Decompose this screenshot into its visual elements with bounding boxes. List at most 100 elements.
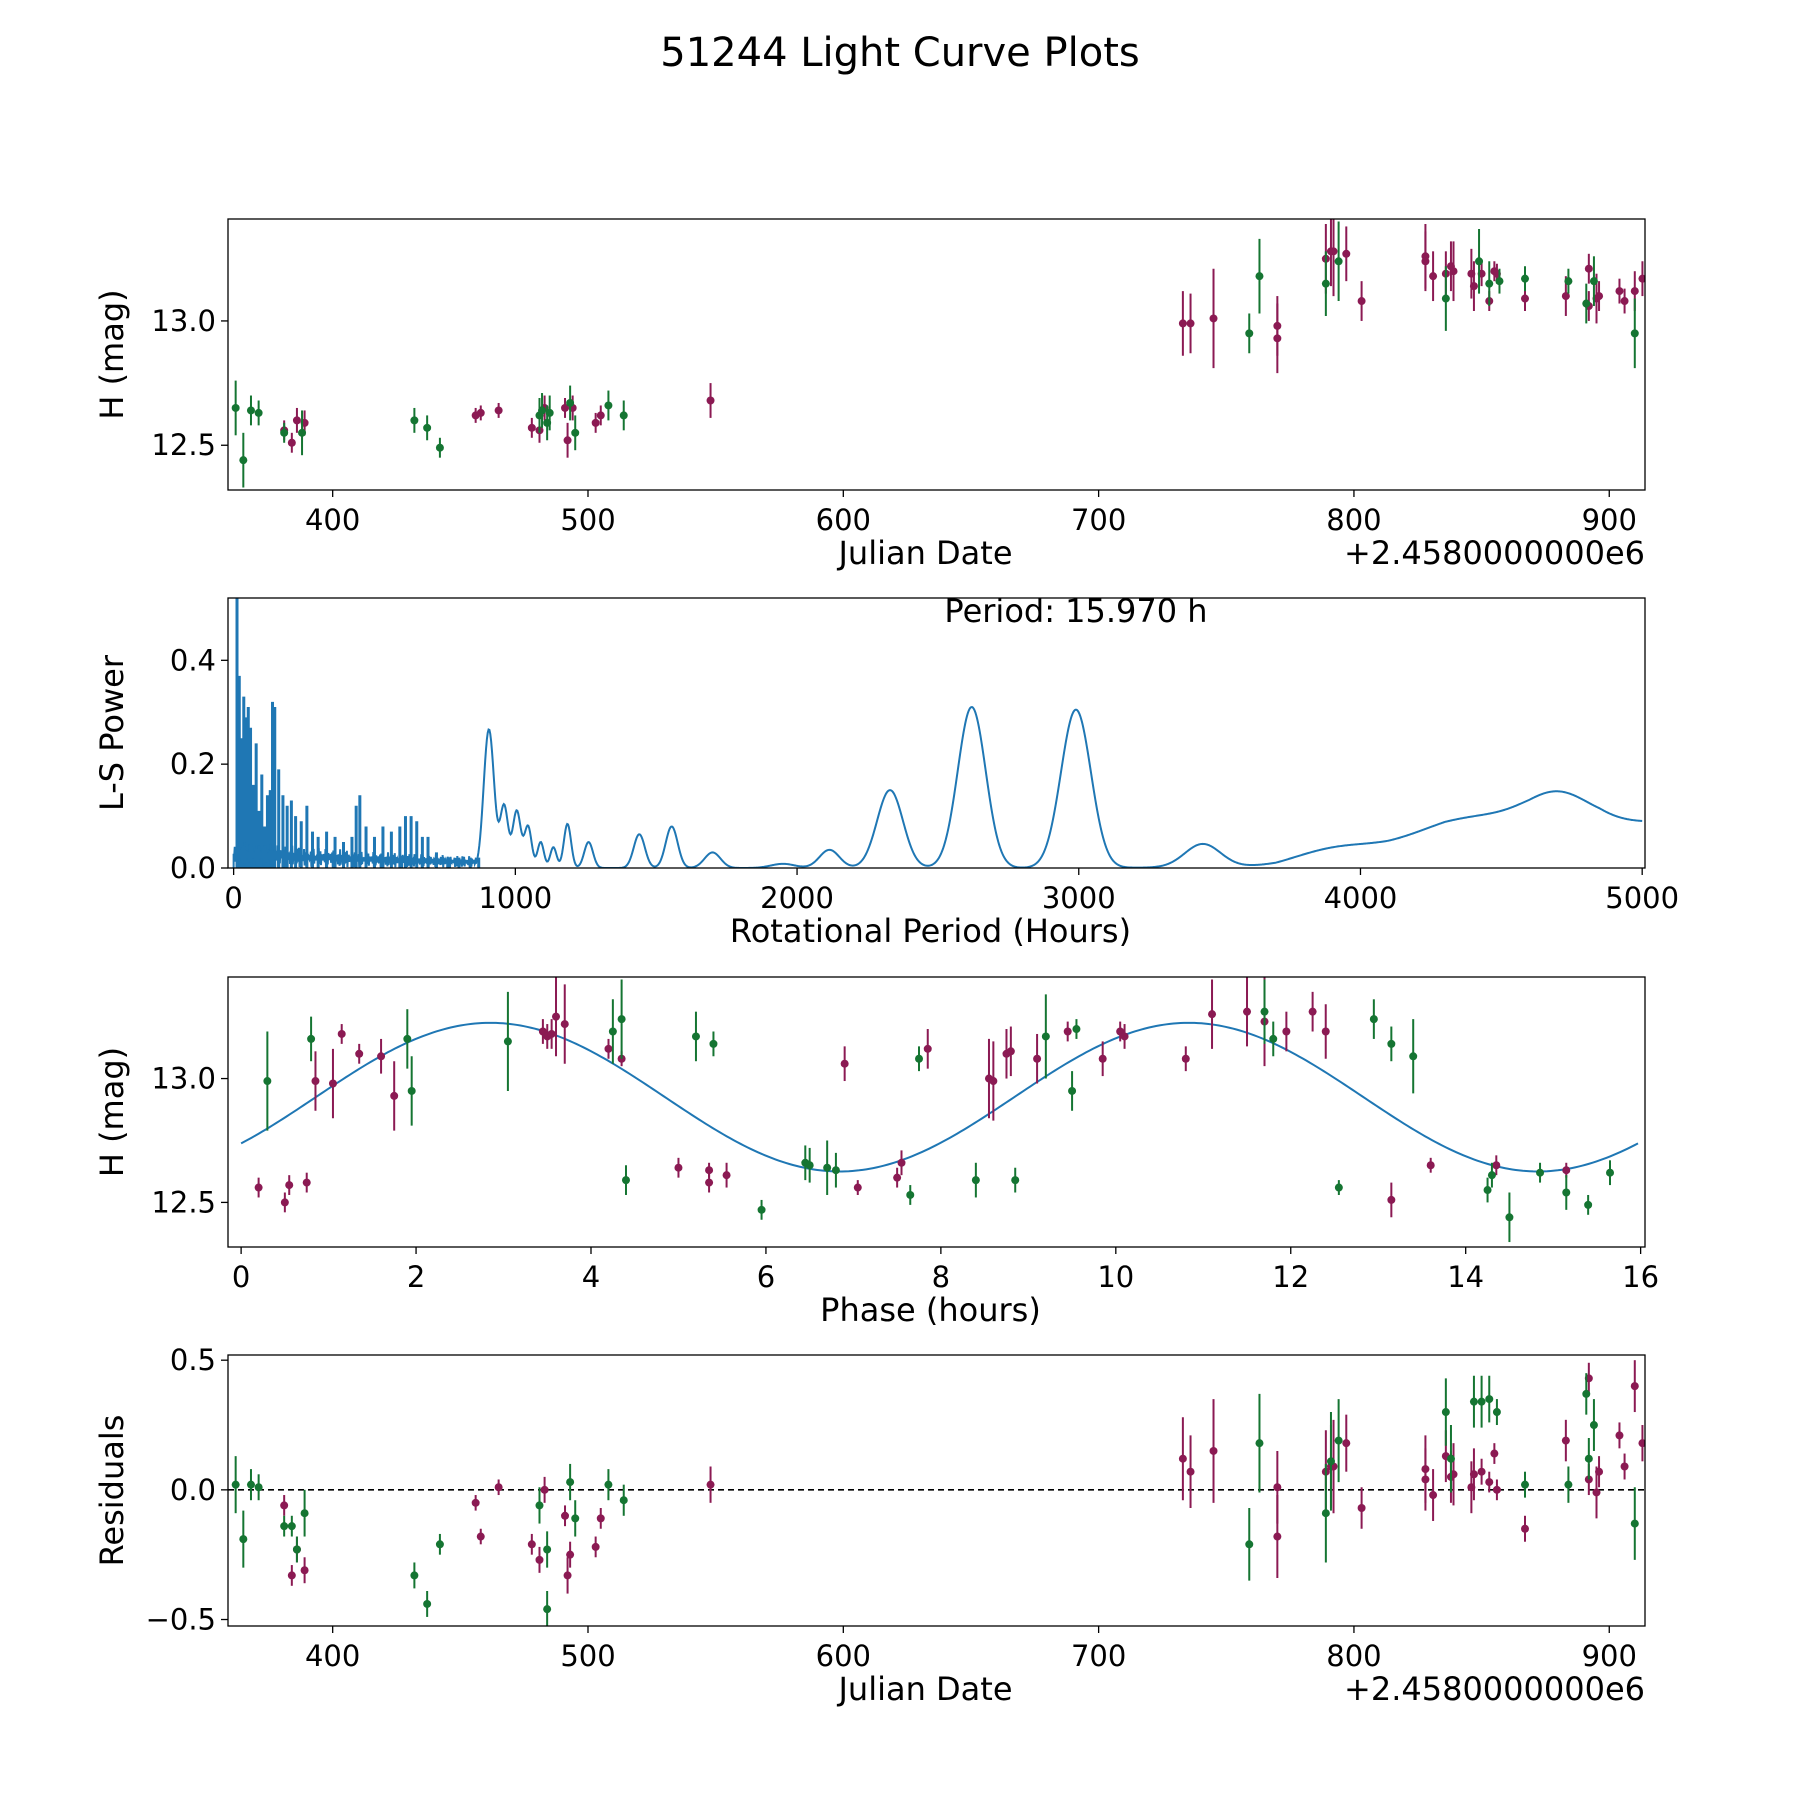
- data-point: [1329, 247, 1338, 256]
- data-point: [1186, 1467, 1195, 1476]
- data-point: [423, 423, 432, 432]
- y-tick-label: 0.2: [170, 747, 216, 781]
- y-tick-label: 0.5: [170, 1343, 216, 1377]
- data-point: [893, 1173, 902, 1182]
- x-tick-label: 4: [582, 1260, 600, 1294]
- data-point: [1282, 1027, 1291, 1036]
- data-point: [300, 1509, 309, 1518]
- data-point: [1485, 1478, 1494, 1487]
- data-point: [1495, 277, 1504, 286]
- data-point: [1409, 1052, 1418, 1061]
- x-tick-label: 1000: [478, 881, 552, 915]
- data-point: [674, 1163, 683, 1172]
- data-point: [563, 1571, 572, 1580]
- data-point: [1441, 294, 1450, 303]
- data-point: [1564, 1480, 1573, 1489]
- data-point: [971, 1176, 980, 1185]
- data-point: [561, 403, 570, 412]
- periodogram-plot-area: [232, 598, 1643, 868]
- periodogram-noise: [232, 840, 477, 868]
- data-point: [1321, 1509, 1330, 1518]
- residuals-x-axis-label: Julian Date: [836, 1670, 1012, 1708]
- data-point: [1243, 1007, 1252, 1016]
- data-point: [566, 1478, 575, 1487]
- data-point: [591, 418, 600, 427]
- data-point: [1606, 1168, 1615, 1177]
- data-point: [1638, 274, 1645, 283]
- data-point: [1429, 272, 1438, 281]
- data-point: [1561, 1436, 1570, 1445]
- phased-plot-area: [240, 977, 1639, 1243]
- data-point: [566, 1550, 575, 1559]
- data-point: [1421, 257, 1430, 266]
- data-point: [1421, 1475, 1430, 1484]
- data-point: [706, 1480, 715, 1489]
- data-point: [1120, 1032, 1129, 1041]
- data-point: [1357, 297, 1366, 306]
- data-point: [1477, 1397, 1486, 1406]
- x-tick-label: 700: [1071, 503, 1126, 537]
- data-point: [280, 1198, 289, 1207]
- data-point: [1487, 1171, 1496, 1180]
- data-point: [1181, 1054, 1190, 1063]
- data-point: [1426, 1161, 1435, 1170]
- data-point: [280, 1522, 289, 1531]
- data-point: [1521, 274, 1530, 283]
- lightcurve-axes: 400 500 600 700 800 900 12.5 13.0: [151, 218, 1646, 537]
- data-point: [608, 1027, 617, 1036]
- data-point: [560, 1020, 569, 1029]
- data-point: [1208, 1010, 1217, 1019]
- data-point: [1485, 1395, 1494, 1404]
- data-point: [604, 1480, 613, 1489]
- data-point: [403, 1034, 412, 1043]
- data-point: [543, 1545, 552, 1554]
- data-point: [1584, 1200, 1593, 1209]
- data-point: [254, 408, 263, 417]
- data-point: [1387, 1195, 1396, 1204]
- data-point: [563, 436, 572, 445]
- x-tick-label: 6: [757, 1260, 775, 1294]
- residuals-plot-area: [228, 1360, 1645, 1626]
- data-point: [407, 1086, 416, 1095]
- data-point: [1638, 1439, 1645, 1448]
- data-point: [1620, 1462, 1629, 1471]
- data-point: [604, 1044, 613, 1053]
- data-point: [307, 1034, 316, 1043]
- data-point: [1582, 1389, 1591, 1398]
- data-point: [1098, 1054, 1107, 1063]
- data-point: [571, 428, 580, 437]
- x-tick-label: 600: [816, 503, 871, 537]
- data-point: [1592, 1488, 1601, 1497]
- data-point: [476, 1532, 485, 1541]
- data-point: [1321, 279, 1330, 288]
- data-point: [1178, 319, 1187, 328]
- data-point: [566, 398, 575, 407]
- data-point: [596, 411, 605, 420]
- plot-frame: [227, 218, 1646, 491]
- data-point: [390, 1091, 399, 1100]
- data-point: [535, 1555, 544, 1564]
- data-point: [1620, 297, 1629, 306]
- data-point: [535, 1501, 544, 1510]
- data-point: [538, 406, 547, 415]
- data-point: [705, 1178, 714, 1187]
- data-point: [1260, 1007, 1269, 1016]
- y-tick-label: 13.0: [151, 1062, 216, 1096]
- data-point: [897, 1158, 906, 1167]
- data-point: [621, 1176, 630, 1185]
- data-point: [1245, 329, 1254, 338]
- x-tick-label: 10: [1097, 1260, 1134, 1294]
- periodogram-panel: 0 1000 2000 3000 4000 5000 0.0 0.2 0.4 Rotationa…: [93, 592, 1679, 950]
- data-point: [561, 1511, 570, 1520]
- y-tick-label: 0.0: [170, 1473, 216, 1507]
- data-point: [619, 1496, 628, 1505]
- data-point: [377, 1052, 386, 1061]
- data-point: [1255, 272, 1264, 281]
- y-tick-label: 0.0: [170, 851, 216, 885]
- data-point: [1630, 287, 1639, 296]
- x-tick-label: 400: [305, 1639, 360, 1673]
- data-point: [435, 443, 444, 452]
- data-point: [1449, 267, 1458, 276]
- data-point: [1255, 1439, 1264, 1448]
